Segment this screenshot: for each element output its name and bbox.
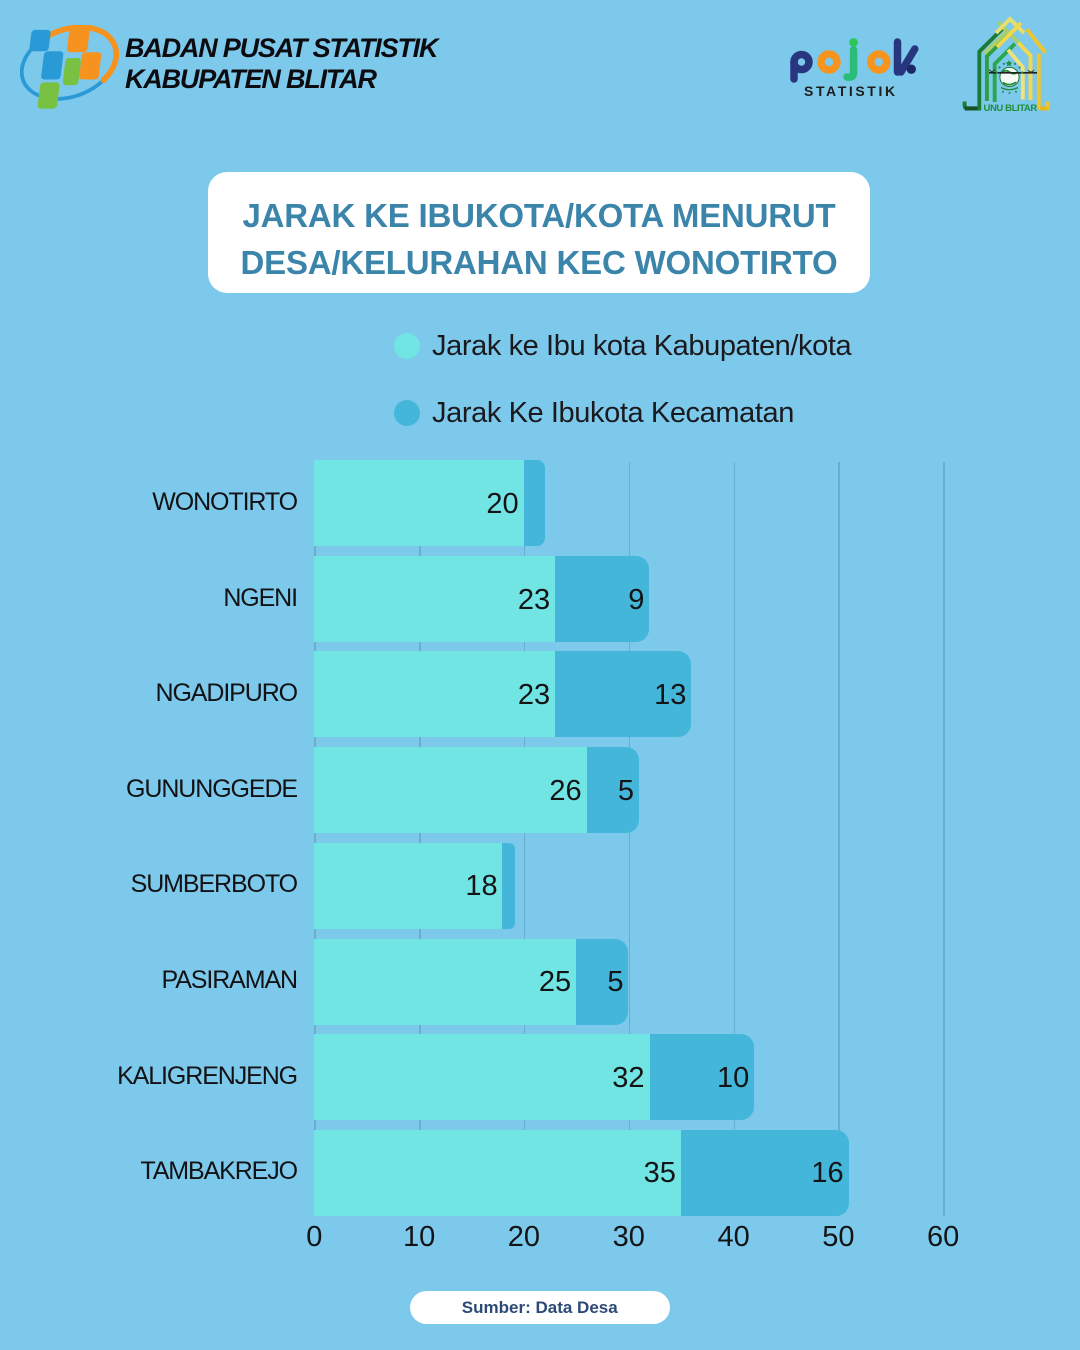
svg-text:STATISTIK: STATISTIK [804, 83, 898, 99]
svg-text:UNU BLITAR: UNU BLITAR [984, 103, 1038, 114]
